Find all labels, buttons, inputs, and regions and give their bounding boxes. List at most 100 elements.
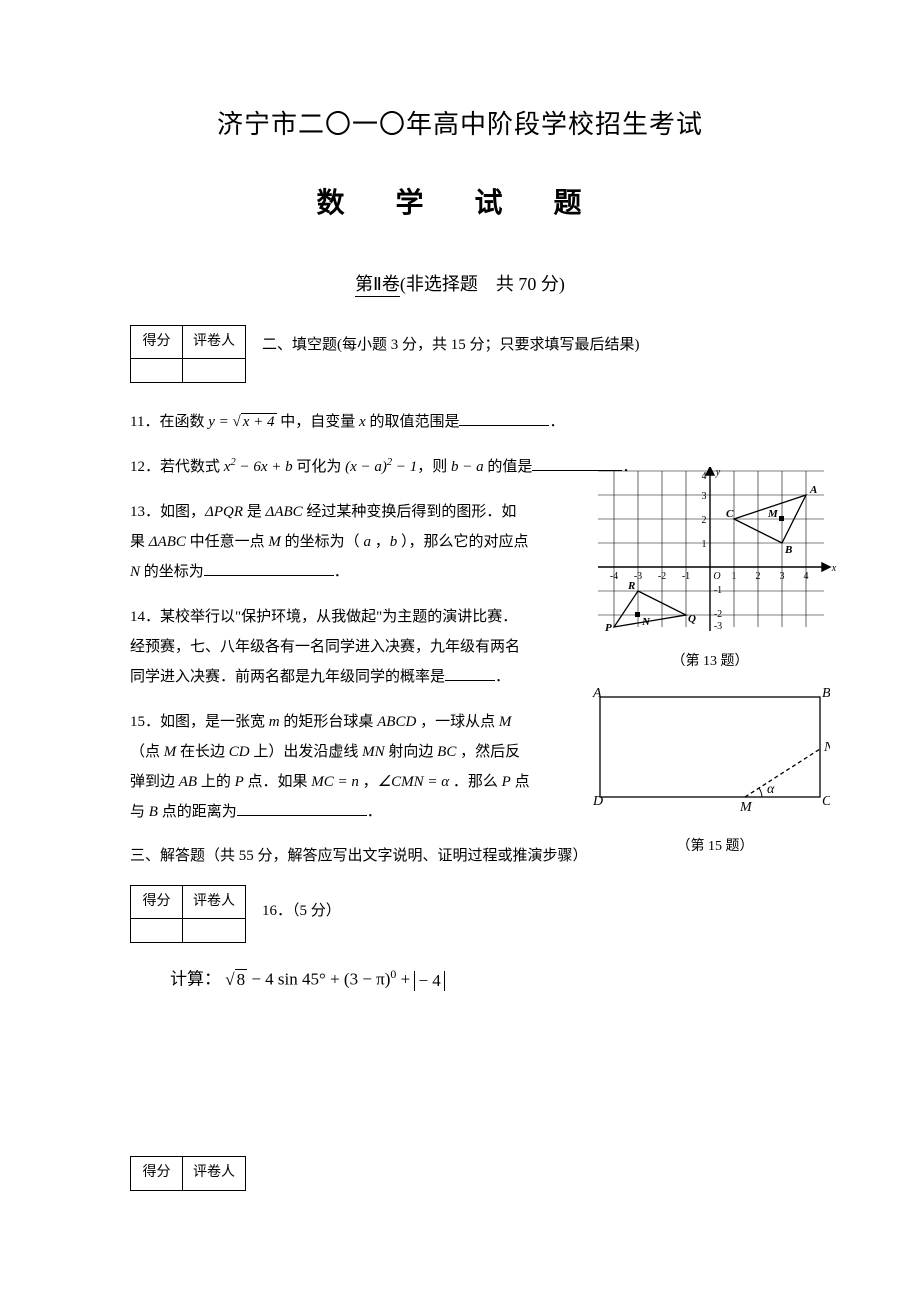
svg-text:y: y bbox=[715, 467, 721, 478]
score-col-score: 得分 bbox=[131, 885, 183, 919]
svg-text:D: D bbox=[592, 794, 603, 809]
q15-ptM: M bbox=[499, 714, 512, 730]
q14-num: 14． bbox=[130, 609, 160, 625]
q14-blank bbox=[445, 666, 495, 681]
q16-sqrt: √8 bbox=[225, 964, 247, 996]
svg-text:-2: -2 bbox=[714, 609, 722, 620]
svg-text:A: A bbox=[809, 484, 817, 496]
q13-tri1: ΔPQR bbox=[205, 504, 243, 520]
q13-comma: ， bbox=[371, 534, 390, 550]
title-main: 济宁市二〇一〇年高中阶段学校招生考试 bbox=[130, 100, 790, 149]
score-table-2: 得分 评卷人 bbox=[130, 885, 246, 944]
q12-pre: 若代数式 bbox=[160, 459, 224, 475]
q15-mc: MC = n bbox=[311, 774, 359, 790]
q12-e2: (x − a)2 − 1 bbox=[345, 459, 417, 475]
svg-text:A: A bbox=[592, 687, 602, 701]
score-col-grader: 评卷人 bbox=[183, 1157, 246, 1191]
q15-t13: 点的距离为 bbox=[158, 804, 237, 820]
q15-t1: 的矩形台球桌 bbox=[280, 714, 378, 730]
figure-15-caption: （第 15 题） bbox=[590, 834, 840, 861]
q13-a: a bbox=[363, 534, 371, 550]
figure-13-svg: -4-3-2-1 1234 1234 -1-2-3 O x y ABC PQR … bbox=[580, 467, 840, 632]
svg-text:4: 4 bbox=[804, 571, 809, 582]
bottom-score-table: 得分 评卷人 bbox=[130, 1156, 790, 1191]
q15-tail: ． bbox=[367, 804, 382, 820]
q15-t8: 上的 bbox=[197, 774, 235, 790]
q16-calc: 计算： √8 − 4 sin 45° + (3 − π)0 + − 4 bbox=[170, 963, 790, 996]
q14-tail: ． bbox=[495, 669, 510, 685]
q15-angle: ∠CMN = α bbox=[378, 774, 449, 790]
q12-e3: b − a bbox=[451, 459, 484, 475]
figure-13: -4-3-2-1 1234 1234 -1-2-3 O x y ABC PQR … bbox=[580, 467, 840, 675]
q15-t9: 点．如果 bbox=[244, 774, 312, 790]
q15-num: 15． bbox=[130, 714, 160, 730]
question-14: 14．某校举行以"保护环境，从我做起"为主题的演讲比赛．经预赛，七、八年级各有一… bbox=[130, 602, 530, 692]
q11-num: 11． bbox=[130, 414, 159, 430]
svg-text:O: O bbox=[713, 571, 720, 582]
q15-t4: 在长边 bbox=[176, 744, 229, 760]
svg-text:3: 3 bbox=[780, 571, 785, 582]
q11-yeq: y = bbox=[208, 414, 232, 430]
svg-text:C: C bbox=[822, 794, 830, 809]
svg-text:3: 3 bbox=[702, 491, 707, 502]
figure-15: AB CD MN α （第 15 题） bbox=[590, 687, 840, 860]
q13-ptn: N bbox=[130, 564, 140, 580]
part-label-prefix: 第Ⅱ卷 bbox=[355, 274, 400, 297]
q15-bc: BC bbox=[437, 744, 456, 760]
q15-mn: MN bbox=[362, 744, 385, 760]
svg-text:-4: -4 bbox=[610, 571, 618, 582]
svg-text:4: 4 bbox=[702, 471, 707, 482]
q13-l1f: ），那么它的对应点 bbox=[397, 534, 528, 550]
svg-text:-2: -2 bbox=[658, 571, 666, 582]
question-15: 15．如图，是一张宽 m 的矩形台球桌 ABCD ，一球从点 M （点 M 在长… bbox=[130, 707, 530, 827]
svg-text:C: C bbox=[726, 508, 734, 520]
q13-tri2: ΔABC bbox=[266, 504, 303, 520]
q15-t10: ， bbox=[359, 774, 378, 790]
question-11: 11．在函数 y = √x + 4 中，自变量 x 的取值范围是． bbox=[130, 407, 790, 437]
svg-text:Q: Q bbox=[688, 613, 696, 625]
q16-ra: − 4 sin 45° + (3 − π) bbox=[247, 970, 390, 989]
svg-text:-1: -1 bbox=[682, 571, 690, 582]
svg-text:R: R bbox=[627, 580, 635, 592]
score-col-grader: 评卷人 bbox=[183, 325, 246, 359]
svg-text:1: 1 bbox=[732, 571, 737, 582]
q15-ab: AB bbox=[179, 774, 197, 790]
figure-13-caption: （第 13 题） bbox=[580, 649, 840, 676]
q11-mid: 中，自变量 bbox=[277, 414, 360, 430]
q13-l1e: 的坐标为（ bbox=[281, 534, 364, 550]
score-cell-empty bbox=[183, 919, 246, 943]
q13-ptm: M bbox=[268, 534, 281, 550]
q16-rb: + bbox=[396, 970, 414, 989]
q13-tri3: ΔABC bbox=[149, 534, 186, 550]
q15-t5: 上）出发沿虚线 bbox=[250, 744, 363, 760]
q15-t3: （点 bbox=[130, 744, 164, 760]
q16-row: 得分 评卷人 16．（5 分） bbox=[130, 885, 790, 944]
q15-pre: 如图，是一张宽 bbox=[160, 714, 269, 730]
svg-text:B: B bbox=[784, 544, 792, 556]
score-table-1: 得分 评卷人 bbox=[130, 325, 246, 384]
q11-sqrt: √x + 4 bbox=[233, 407, 277, 437]
q13-l1g: 的坐标为 bbox=[140, 564, 204, 580]
svg-text:-3: -3 bbox=[714, 621, 722, 632]
q15-ptM2: M bbox=[164, 744, 177, 760]
title-sub: 数 学 试 题 bbox=[130, 177, 790, 230]
part-label-rest: (非选择题 共 70 分) bbox=[400, 274, 565, 294]
q12-m1: 可化为 bbox=[293, 459, 346, 475]
q15-ptP2: P bbox=[502, 774, 511, 790]
q15-ptB: B bbox=[149, 804, 158, 820]
q15-blank bbox=[237, 801, 367, 816]
svg-text:B: B bbox=[822, 687, 830, 701]
q12-num: 12． bbox=[130, 459, 160, 475]
section2-title: 二、填空题(每小题 3 分，共 15 分；只要求填写最后结果) bbox=[262, 325, 640, 360]
q13-l1b: 是 bbox=[243, 504, 266, 520]
q13-tail: ． bbox=[334, 564, 349, 580]
svg-text:M: M bbox=[739, 800, 753, 815]
score-table-3: 得分 评卷人 bbox=[130, 1156, 246, 1191]
svg-text:x: x bbox=[831, 563, 837, 574]
section2-header-row: 得分 评卷人 二、填空题(每小题 3 分，共 15 分；只要求填写最后结果) bbox=[130, 325, 790, 384]
q15-t2: ，一球从点 bbox=[416, 714, 499, 730]
svg-text:1: 1 bbox=[702, 539, 707, 550]
q11-var: x bbox=[359, 414, 366, 430]
score-col-score: 得分 bbox=[131, 1157, 183, 1191]
q16-prefix: 计算： bbox=[170, 970, 221, 989]
